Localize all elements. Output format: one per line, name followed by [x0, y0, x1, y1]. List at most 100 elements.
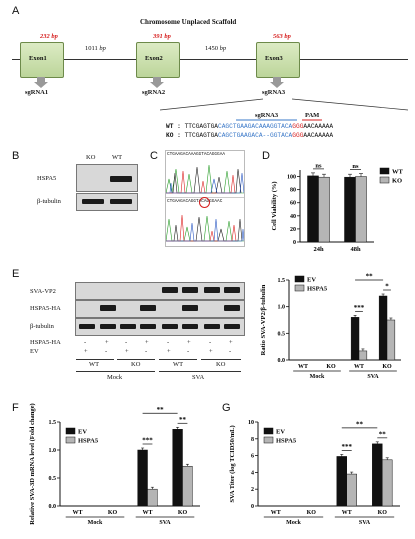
y-tick-label: 60 — [290, 201, 296, 207]
divider — [76, 371, 155, 372]
group-label: Mock — [88, 520, 103, 526]
condition-sign: - — [229, 348, 232, 355]
y-tick-label: 0.0 — [49, 504, 57, 510]
significance-label: ** — [356, 420, 364, 428]
x-tick-label: WT — [298, 364, 308, 370]
condition-sign: + — [229, 339, 233, 346]
condition-sign: - — [187, 348, 190, 355]
bar — [386, 319, 396, 361]
bar — [382, 459, 393, 507]
wt-sequence: WT : TTCGAGTGACAGCTGAAGACAAAGGTACAGGGAAC… — [166, 123, 334, 130]
y-tick-label: 6 — [251, 454, 254, 460]
exon3-box — [256, 42, 300, 78]
legend-swatch — [379, 167, 390, 175]
x-tick-label: KO — [382, 364, 392, 370]
blot-band — [100, 324, 116, 329]
geno-label: KO — [131, 361, 141, 368]
blot-band — [79, 324, 95, 329]
significance-label: ns — [315, 162, 322, 169]
zoom-lines — [159, 98, 409, 121]
x-tick-label: KO — [326, 364, 336, 370]
seq-sgrna3-header: sgRNA3 — [255, 112, 279, 119]
legend-label: EV — [276, 429, 285, 436]
exon2-label: Exon2 — [145, 55, 163, 62]
group-label: SVA — [359, 520, 371, 526]
cell-viability-chart: 0 20 40 60 80 100 Cell Viability (%) 24h ns 48h ns… — [271, 162, 404, 253]
panel-d-label: D — [262, 150, 270, 162]
ev-signs: + - + - + - + - — [75, 348, 243, 357]
tubulin-blot — [76, 193, 138, 211]
chromatogram-bottom — [166, 214, 244, 242]
legend-swatch — [263, 436, 274, 444]
exon1-size: 232 bp — [40, 33, 58, 40]
y-tick-label: 40 — [290, 214, 296, 220]
y-tick-label: 100 — [287, 175, 296, 181]
blot-band — [204, 287, 220, 293]
bar — [350, 317, 360, 361]
legend-label: EV — [307, 277, 316, 284]
condition-sign: + — [145, 339, 149, 346]
group-sva: SVA — [192, 374, 205, 381]
x-tick-label: KO — [378, 510, 388, 516]
blot-band — [82, 199, 104, 204]
sgrna2-label: sgRNA2 — [142, 89, 166, 96]
legend-swatch — [65, 427, 76, 435]
exon1-label: Exon1 — [29, 55, 47, 62]
geno-label: WT — [173, 361, 184, 368]
sgrna1-label: sgRNA1 — [25, 89, 49, 96]
bar — [336, 456, 347, 507]
y-tick-label: 10 — [248, 420, 254, 426]
significance-label: *** — [354, 304, 365, 312]
blot-band — [162, 287, 178, 293]
bar — [307, 175, 319, 243]
panel-c-label: C — [150, 150, 158, 162]
gap1-label: 1011 bp — [85, 45, 106, 52]
bar — [344, 176, 356, 243]
group-label: Mock — [310, 374, 325, 380]
legend-swatch — [65, 436, 76, 444]
arrow-icon — [34, 82, 48, 88]
x-tick-label: KO — [108, 510, 118, 516]
significance-label: ** — [366, 273, 374, 281]
blot-row-btubulin: β-tubulin — [30, 323, 54, 330]
x-tick-label: WT — [72, 510, 82, 516]
blot-row-hspa5-ha: HSPA5-HA — [30, 305, 61, 312]
exon3-size: 563 bp — [273, 33, 291, 40]
condition-sign: + — [84, 348, 88, 355]
bar — [137, 449, 148, 507]
legend-swatch — [294, 275, 305, 283]
arrow-icon — [273, 77, 281, 82]
condition-sign: + — [167, 348, 171, 355]
blot-col-wt: WT — [112, 154, 123, 161]
hspa5-ha-signs: - + - + - + - + — [75, 339, 243, 348]
x-tick-label: WT — [142, 510, 152, 516]
y-tick-label: 1.0 — [49, 448, 57, 454]
condition-sign: + — [125, 348, 129, 355]
sgrna3-label: sgRNA3 — [262, 89, 286, 96]
blot-band — [100, 305, 116, 311]
y-tick-label: 1.5 — [278, 278, 286, 284]
blot-band — [120, 324, 136, 329]
sva-vp2-blot — [75, 282, 245, 300]
significance-label: *** — [142, 437, 153, 445]
arrow-icon — [37, 77, 45, 82]
chromatogram-top — [166, 164, 244, 194]
blot-row-hspa5: HSPA5 — [37, 175, 57, 182]
gap2-label: 1450 bp — [205, 45, 227, 52]
cond-row-ev: EV — [30, 348, 39, 355]
significance-label: ** — [157, 406, 165, 414]
bar — [172, 429, 183, 507]
geno-label: KO — [216, 361, 226, 368]
blot-band — [224, 287, 240, 293]
legend-label: EV — [78, 429, 87, 436]
y-tick-label: 80 — [290, 188, 296, 194]
bar — [372, 443, 383, 507]
divider — [201, 359, 241, 360]
scaffold-line — [12, 59, 408, 60]
bar — [355, 176, 367, 243]
legend-label: HSPA5 — [276, 438, 297, 445]
divider — [159, 371, 241, 372]
y-axis-label: Ratio SVA-VP2/β-tubulin — [260, 284, 267, 355]
legend-label: WT — [392, 169, 404, 176]
group-label: SVA — [159, 520, 171, 526]
